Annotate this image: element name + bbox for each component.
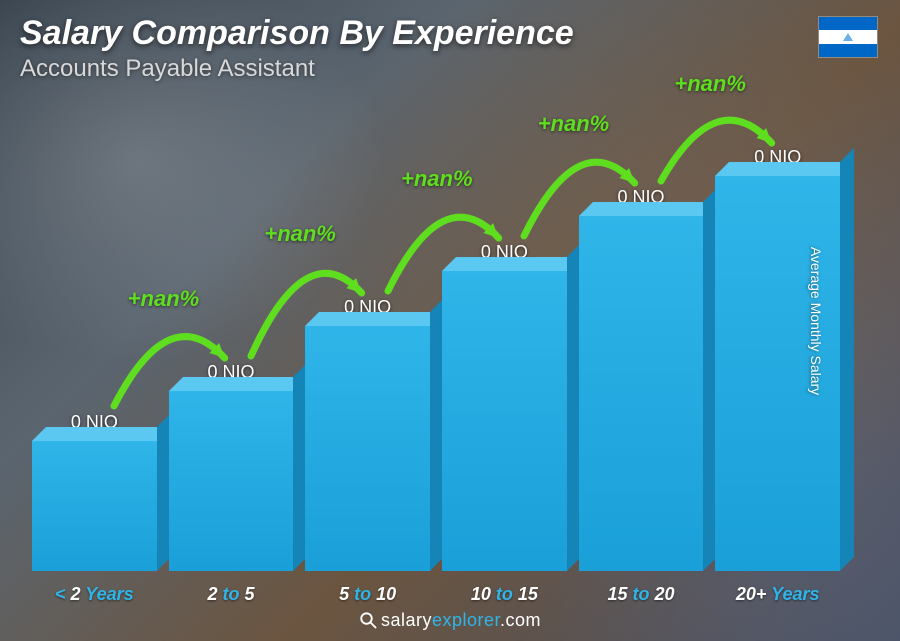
country-flag (818, 16, 878, 58)
flag-stripe-middle (819, 30, 877, 43)
brand-prefix: salary (381, 610, 432, 630)
bar-group: 0 NIO2 to 5 (169, 362, 294, 571)
growth-delta-label: +nan% (401, 166, 473, 192)
bar (305, 326, 430, 571)
chart-title: Salary Comparison By Experience (20, 14, 880, 53)
bar-front-face (32, 441, 157, 571)
chart-subtitle: Accounts Payable Assistant (20, 55, 880, 83)
bar-front-face (305, 326, 430, 571)
bar (32, 441, 157, 571)
bar (579, 216, 704, 571)
bar-category-label: 5 to 10 (339, 584, 396, 605)
bar-group: 0 NIO15 to 20 (579, 187, 704, 571)
bar-side-face (840, 148, 854, 571)
bar-front-face (169, 391, 294, 571)
bar-top-face (305, 312, 444, 326)
bar-top-face (32, 427, 171, 441)
bar (442, 271, 567, 571)
growth-delta-label: +nan% (128, 286, 200, 312)
bar-top-face (169, 377, 308, 391)
bar (169, 391, 294, 571)
bar-top-face (579, 202, 718, 216)
bar-category-label: 20+ Years (736, 584, 820, 605)
growth-delta-label: +nan% (264, 221, 336, 247)
brand-suffix: .com (500, 610, 541, 630)
footer: salaryexplorer.com (0, 610, 900, 631)
bar-chart: 0 NIO< 2 Years0 NIO2 to 50 NIO5 to 100 N… (32, 91, 840, 571)
bar-top-face (715, 162, 854, 176)
bar-group: 0 NIO5 to 10 (305, 297, 430, 571)
bar-category-label: 2 to 5 (207, 584, 254, 605)
y-axis-label: Average Monthly Salary (808, 246, 824, 394)
flag-stripe-bottom (819, 44, 877, 57)
flag-emblem-icon (843, 33, 853, 41)
brand-accent: explorer (432, 610, 500, 630)
bar-group: 0 NIO10 to 15 (442, 242, 567, 571)
flag-stripe-top (819, 17, 877, 30)
bar-top-face (442, 257, 581, 271)
bar-front-face (442, 271, 567, 571)
bar-category-label: < 2 Years (55, 584, 134, 605)
bar-category-label: 10 to 15 (471, 584, 538, 605)
footer-brand: salaryexplorer.com (359, 610, 541, 630)
bar-category-label: 15 to 20 (607, 584, 674, 605)
bar-group: 0 NIO< 2 Years (32, 412, 157, 571)
growth-delta-label: +nan% (538, 111, 610, 137)
search-icon (359, 611, 377, 629)
bar-front-face (579, 216, 704, 571)
header: Salary Comparison By Experience Accounts… (20, 14, 880, 83)
